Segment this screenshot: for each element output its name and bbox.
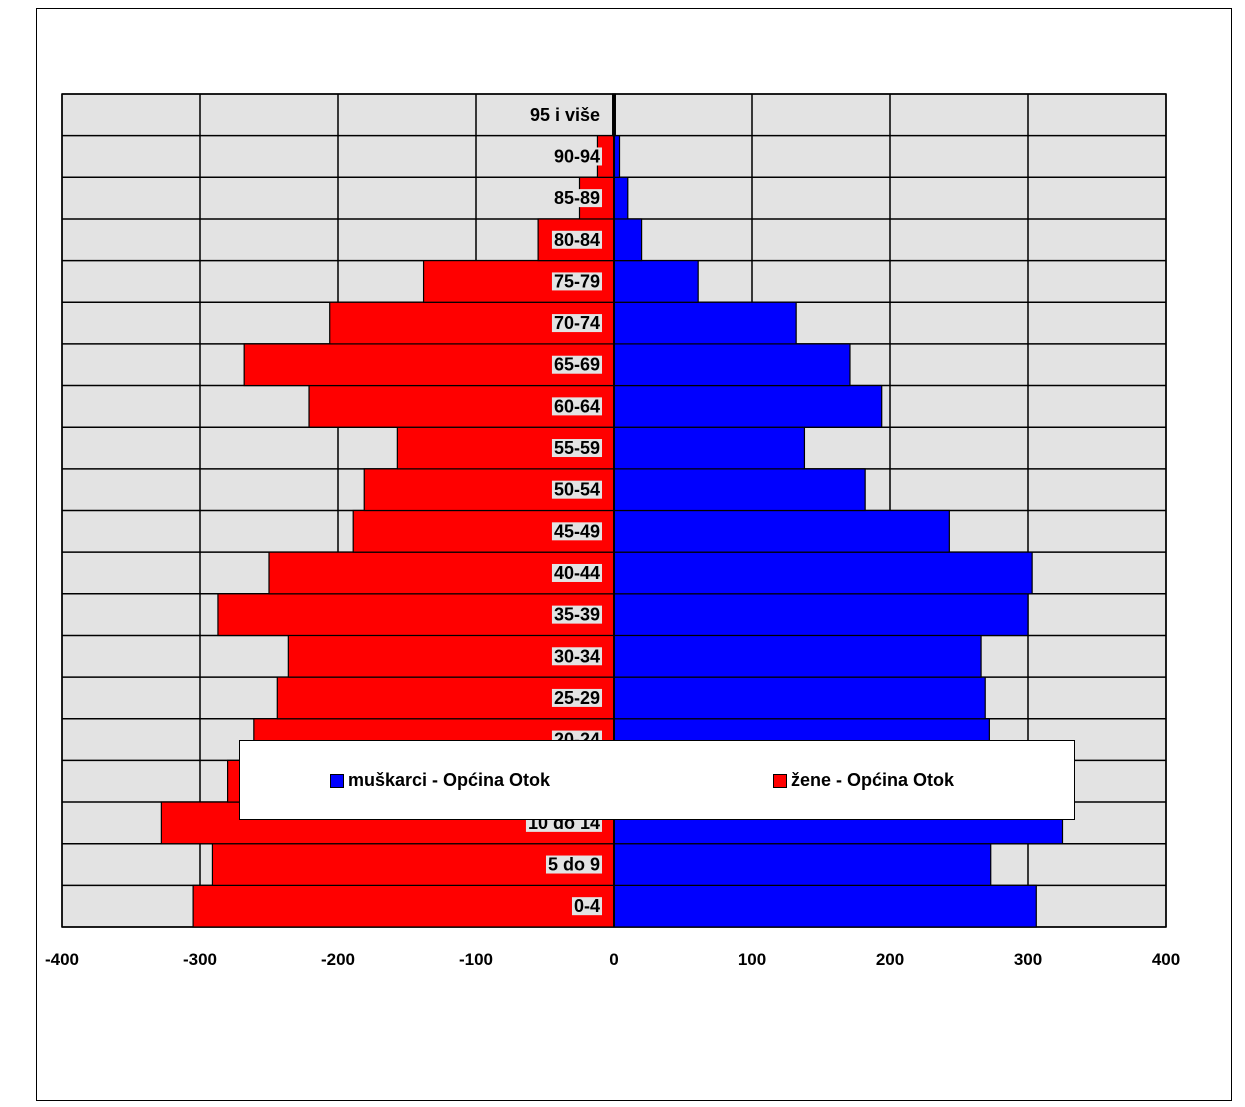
category-label-bg-0 — [571, 897, 602, 916]
bar-male-5 — [613, 676, 986, 720]
category-label-bg-17 — [551, 189, 602, 208]
legend-item-female: žene - Općina Otok — [773, 770, 954, 791]
bar-male-6 — [613, 634, 982, 678]
x-tick-label-2: -200 — [321, 950, 355, 969]
category-label-bg-5 — [551, 688, 602, 707]
category-label-15: 75-79 — [554, 271, 600, 291]
x-tick-label-1: -300 — [183, 950, 217, 969]
category-label-bg-16 — [551, 230, 602, 249]
x-tick-label-7: 300 — [1014, 950, 1042, 969]
category-label-bg-8 — [551, 563, 602, 582]
legend-item-male: muškarci - Općina Otok — [330, 770, 550, 791]
category-label-bg-19 — [527, 105, 602, 124]
category-label-1: 5 do 9 — [548, 855, 600, 875]
category-label-0: 0-4 — [574, 896, 600, 916]
bar-female-0 — [192, 884, 615, 928]
bar-male-17 — [613, 176, 629, 220]
x-tick-labels: -400 -300 -200 -100 0 100 200 300 400 — [45, 950, 1180, 969]
bar-male-8 — [613, 551, 1033, 595]
bar-male-12 — [613, 384, 883, 428]
category-label-18: 90-94 — [554, 146, 600, 166]
category-label-6: 30-34 — [554, 646, 600, 666]
category-label-bg-18 — [551, 147, 602, 166]
category-label-13: 65-69 — [554, 355, 600, 375]
bar-male-0 — [613, 884, 1037, 928]
legend: muškarci - Općina Otok žene - Općina Oto… — [239, 740, 1075, 820]
category-label-11: 55-59 — [554, 438, 600, 458]
bar-male-14 — [613, 301, 797, 345]
category-label-bg-13 — [551, 355, 602, 374]
legend-label-female: žene - Općina Otok — [791, 770, 955, 790]
x-tick-label-5: 100 — [738, 950, 766, 969]
legend-label-male: muškarci - Općina Otok — [348, 770, 551, 790]
category-label-10: 50-54 — [554, 480, 600, 500]
bar-male-15 — [613, 260, 699, 303]
x-tick-label-6: 200 — [876, 950, 904, 969]
category-label-bg-14 — [551, 314, 602, 333]
legend-swatch-male — [330, 773, 344, 788]
category-label-14: 70-74 — [554, 313, 600, 333]
category-label-bg-6 — [551, 647, 602, 666]
x-tick-label-3: -100 — [459, 950, 493, 969]
bar-male-11 — [613, 426, 806, 470]
category-label-bg-9 — [551, 522, 602, 541]
x-tick-label-0: -400 — [45, 950, 79, 969]
bar-female-7 — [217, 593, 615, 637]
bar-female-5 — [276, 676, 615, 720]
category-label-bg-15 — [551, 272, 602, 291]
category-label-16: 80-84 — [554, 230, 600, 250]
bar-male-10 — [613, 468, 866, 512]
category-label-9: 45-49 — [554, 521, 600, 541]
x-tick-label-8: 400 — [1152, 950, 1180, 969]
x-tick-label-4: 0 — [609, 950, 618, 969]
category-label-7: 35-39 — [554, 605, 600, 625]
legend-swatch-female — [773, 773, 787, 788]
category-label-bg-1 — [545, 855, 602, 874]
category-label-bg-11 — [551, 439, 602, 458]
category-label-8: 40-44 — [554, 563, 600, 583]
bar-male-13 — [613, 343, 851, 387]
bar-male-16 — [613, 218, 643, 262]
category-label-bg-10 — [551, 480, 602, 499]
bar-male-1 — [613, 843, 992, 886]
category-label-12: 60-64 — [554, 396, 600, 416]
bar-male-7 — [613, 593, 1029, 637]
category-label-bg-12 — [551, 397, 602, 416]
category-label-19: 95 i više — [530, 105, 600, 125]
bar-male-9 — [613, 509, 950, 553]
category-label-5: 25-29 — [554, 688, 600, 708]
category-label-17: 85-89 — [554, 188, 600, 208]
category-label-bg-7 — [551, 605, 602, 624]
